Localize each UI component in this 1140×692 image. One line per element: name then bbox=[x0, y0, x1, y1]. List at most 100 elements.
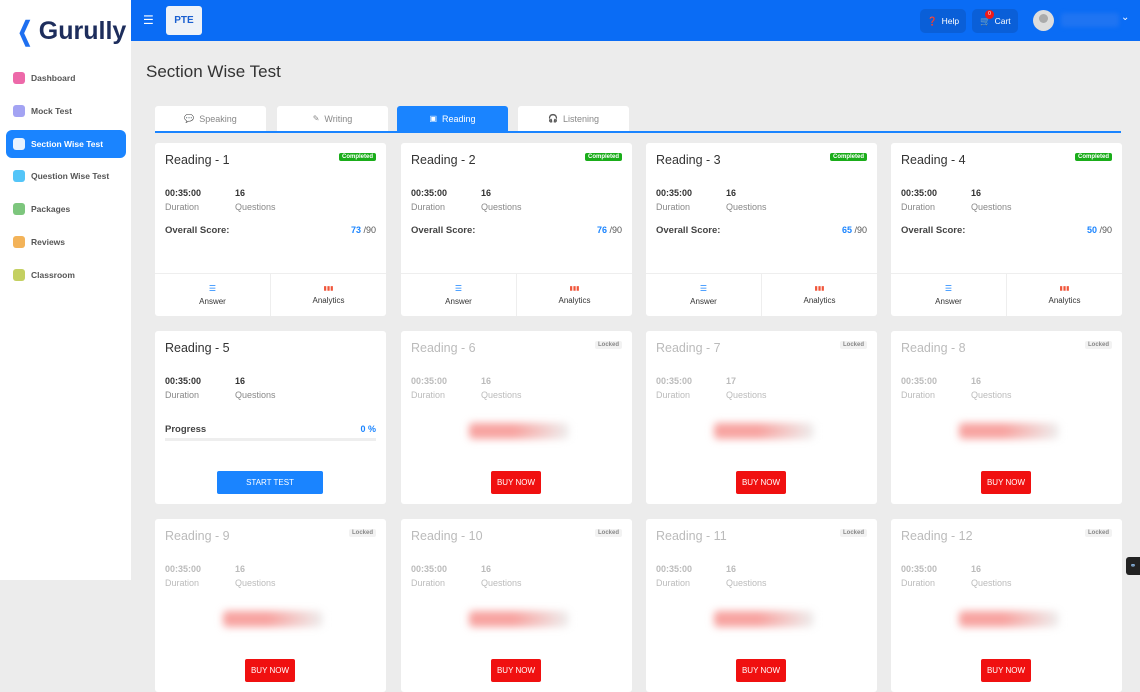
analytics-label: Analytics bbox=[558, 296, 591, 305]
analytics-button[interactable]: ▮▮▮ Analytics bbox=[516, 274, 632, 316]
questions-value: 16 bbox=[235, 188, 246, 198]
test-title: Reading - 1 bbox=[165, 153, 230, 167]
answer-label: Answer bbox=[199, 297, 226, 306]
duration-value: 00:35:00 bbox=[165, 376, 202, 386]
gurully-logo[interactable]: ❮ Gurully bbox=[14, 16, 126, 47]
chevron-down-icon[interactable]: ⌄ bbox=[1121, 12, 1130, 23]
sidebar-item-packages[interactable]: Packages bbox=[6, 195, 126, 223]
overall-score: 76 /90 bbox=[597, 225, 622, 235]
duration-label: Duration bbox=[656, 390, 691, 400]
test-title: Reading - 5 bbox=[165, 341, 230, 355]
status-badge: Completed bbox=[584, 153, 622, 161]
card-actions: ☰ Answer ▮▮▮ Analytics bbox=[891, 273, 1122, 316]
test-title: Reading - 11 bbox=[656, 529, 727, 543]
tab-speaking[interactable]: 💬 Speaking bbox=[155, 106, 266, 131]
sidebar-item-mock-test[interactable]: Mock Test bbox=[6, 97, 126, 125]
questions-label: Questions bbox=[971, 202, 1012, 212]
buy-now-button[interactable]: BUY NOW bbox=[736, 659, 786, 682]
answer-label: Answer bbox=[445, 297, 472, 306]
price-blurred bbox=[959, 611, 1059, 627]
test-title: Reading - 9 bbox=[165, 529, 230, 543]
duration-value: 00:35:00 bbox=[901, 376, 938, 386]
duration-value: 00:35:00 bbox=[901, 564, 938, 574]
card-actions: ☰ Answer ▮▮▮ Analytics bbox=[401, 273, 632, 316]
buy-now-button[interactable]: BUY NOW bbox=[491, 471, 541, 494]
status-badge: Locked bbox=[839, 529, 867, 537]
status-badge: Completed bbox=[1074, 153, 1112, 161]
test-card: Reading - 10 Locked 00:35:00 16 Duration Ques… bbox=[401, 519, 632, 692]
buy-now-button[interactable]: BUY NOW bbox=[981, 659, 1031, 682]
tab-label: Writing bbox=[324, 113, 353, 124]
duration-label: Duration bbox=[165, 390, 200, 400]
exam-selector-button[interactable]: PTE bbox=[166, 6, 202, 35]
tab-writing[interactable]: ✎ Writing bbox=[277, 106, 388, 131]
overall-score: 50 /90 bbox=[1087, 225, 1112, 235]
duration-value: 00:35:00 bbox=[411, 188, 448, 198]
bar-chart-icon: ▮▮▮ bbox=[323, 286, 334, 292]
overall-score: 65 /90 bbox=[842, 225, 867, 235]
bar-chart-icon: ▮▮▮ bbox=[569, 286, 580, 292]
overall-score-label: Overall Score: bbox=[901, 225, 966, 236]
overall-score: 73 /90 bbox=[351, 225, 376, 235]
buy-now-button[interactable]: BUY NOW bbox=[491, 659, 541, 682]
questions-value: 16 bbox=[481, 564, 492, 574]
questions-label: Questions bbox=[481, 390, 522, 400]
answer-button[interactable]: ☰ Answer bbox=[891, 274, 1006, 316]
answer-button[interactable]: ☰ Answer bbox=[401, 274, 516, 316]
price-blurred bbox=[714, 611, 814, 627]
package-icon bbox=[13, 203, 25, 216]
status-badge: Locked bbox=[594, 341, 622, 349]
link-icon[interactable]: ⚭ bbox=[1126, 557, 1140, 575]
analytics-label: Analytics bbox=[1048, 296, 1081, 305]
analytics-button[interactable]: ▮▮▮ Analytics bbox=[761, 274, 877, 316]
analytics-button[interactable]: ▮▮▮ Analytics bbox=[270, 274, 386, 316]
score-max: /90 bbox=[1099, 225, 1112, 235]
buy-now-button[interactable]: BUY NOW bbox=[245, 659, 295, 682]
username-blurred bbox=[1061, 13, 1119, 27]
test-title: Reading - 4 bbox=[901, 153, 966, 167]
score-value: 76 bbox=[596, 225, 607, 235]
duration-value: 00:35:00 bbox=[656, 564, 693, 574]
answer-button[interactable]: ☰ Answer bbox=[646, 274, 761, 316]
duration-value: 00:35:00 bbox=[411, 564, 448, 574]
sidebar: ❮ Gurully Dashboard Mock Test Section Wise … bbox=[0, 0, 131, 580]
test-title: Reading - 2 bbox=[411, 153, 476, 167]
sidebar-item-label: Classroom bbox=[31, 269, 75, 280]
classroom-icon bbox=[13, 268, 25, 281]
questions-value: 16 bbox=[971, 188, 982, 198]
sidebar-item-section-wise-test[interactable]: Section Wise Test bbox=[6, 129, 126, 158]
sidebar-item-dashboard[interactable]: Dashboard bbox=[6, 64, 126, 92]
avatar[interactable] bbox=[1033, 10, 1054, 31]
sidebar-item-question-wise-test[interactable]: Question Wise Test bbox=[6, 162, 126, 190]
answer-button[interactable]: ☰ Answer bbox=[155, 274, 270, 316]
questions-value: 16 bbox=[481, 376, 492, 386]
analytics-button[interactable]: ▮▮▮ Analytics bbox=[1006, 274, 1122, 316]
questions-label: Questions bbox=[726, 202, 767, 212]
pen-icon: ✎ bbox=[312, 114, 320, 123]
collapse-menu-icon[interactable]: ☰ bbox=[143, 13, 154, 27]
overall-score-label: Overall Score: bbox=[411, 225, 476, 236]
sidebar-item-label: Packages bbox=[31, 204, 71, 215]
tab-reading[interactable]: ▣ Reading bbox=[397, 106, 508, 131]
start-test-button[interactable]: START TEST bbox=[217, 471, 323, 494]
document-icon bbox=[13, 104, 25, 117]
cart-button[interactable]: 🛒 0 Cart bbox=[972, 9, 1018, 33]
test-title: Reading - 12 bbox=[901, 529, 973, 543]
buy-now-button[interactable]: BUY NOW bbox=[736, 471, 786, 494]
test-title: Reading - 10 bbox=[411, 529, 483, 543]
sidebar-item-reviews[interactable]: Reviews bbox=[6, 228, 126, 256]
bar-chart-icon: ▮▮▮ bbox=[1059, 286, 1070, 292]
help-label: Help bbox=[941, 16, 960, 26]
questions-value: 16 bbox=[726, 188, 737, 198]
buy-now-button[interactable]: BUY NOW bbox=[981, 471, 1031, 494]
help-button[interactable]: ❓ Help bbox=[920, 9, 967, 33]
card-actions: ☰ Answer ▮▮▮ Analytics bbox=[155, 273, 386, 316]
status-badge: Locked bbox=[348, 529, 376, 537]
test-card: Reading - 6 Locked 00:35:00 16 Duration Quest… bbox=[401, 331, 632, 504]
answer-list-icon: ☰ bbox=[454, 284, 463, 293]
sidebar-item-classroom[interactable]: Classroom bbox=[6, 261, 126, 289]
questions-value: 16 bbox=[235, 376, 246, 386]
tab-listening[interactable]: 🎧 Listening bbox=[518, 106, 629, 131]
analytics-label: Analytics bbox=[312, 296, 345, 305]
top-header: ☰ PTE ❓ Help 🛒 0 Cart ⌄ bbox=[131, 0, 1140, 41]
